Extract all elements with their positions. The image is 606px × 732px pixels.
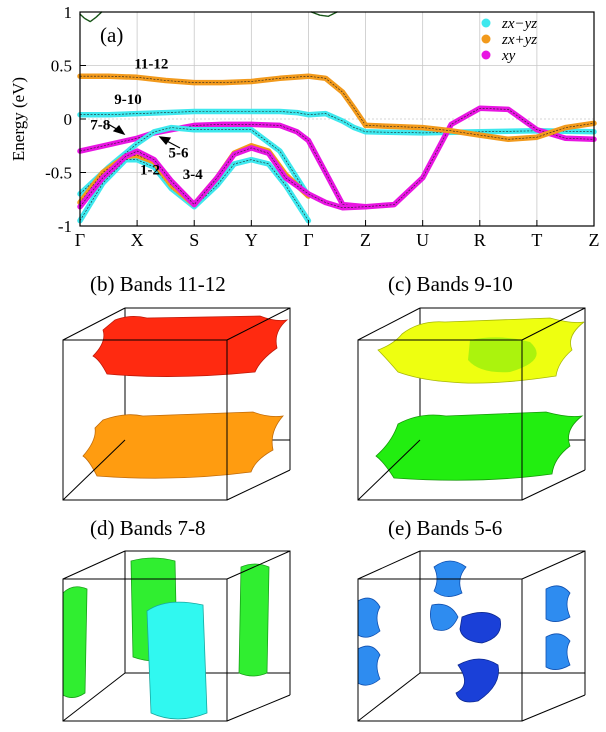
- box-front-edges: [357, 307, 586, 501]
- band-annotation: 3-4: [183, 167, 203, 183]
- series-core-band-9-10: [80, 111, 595, 134]
- x-tick-label: U: [416, 230, 429, 250]
- x-tick-label: Z: [360, 230, 371, 250]
- panel-label-a: (a): [100, 23, 123, 47]
- x-tick-label: Y: [245, 230, 258, 250]
- series-core-band-top-2: [311, 11, 338, 17]
- series-band-zx+yz-upper: [362, 120, 597, 143]
- axis-ticks: 10.50-0.5-1Γ X S Y Γ Z U R T Z: [45, 3, 599, 250]
- legend-swatch: [481, 50, 491, 60]
- legend-swatch: [481, 34, 491, 44]
- tube-right-green: [238, 563, 270, 677]
- box-front-edges: [62, 307, 291, 501]
- band-series: [77, 11, 597, 224]
- pocket-left: [357, 597, 381, 638]
- band-annotation: 5-6: [169, 146, 189, 162]
- legend-label: xy: [501, 48, 516, 64]
- surface-bottom-green: [375, 411, 584, 481]
- panel-title-b: (b) Bands 11-12: [90, 272, 226, 296]
- x-tick-label: Γ: [75, 230, 85, 250]
- tube-front-cyan: [146, 601, 208, 720]
- y-tick-label: 0: [64, 110, 73, 129]
- panel-title-e: (e) Bands 5-6: [388, 516, 503, 540]
- pocket-center: [430, 603, 459, 631]
- y-tick-label: -1: [58, 217, 72, 236]
- legend-swatch: [481, 18, 491, 28]
- band-annotation: 9-10: [114, 92, 141, 108]
- band-annotation: 11-12: [134, 57, 168, 73]
- series-core-band-11-12: [80, 75, 366, 126]
- box-front-edges: [62, 550, 291, 722]
- pocket-bottom: [455, 658, 499, 703]
- y-tick-label: 0.5: [51, 57, 72, 76]
- x-tick-label: Γ: [303, 230, 313, 250]
- legend-label: zx+yz: [501, 32, 537, 48]
- band-annotation: 7-8: [90, 118, 110, 134]
- fermi-surface-d: [62, 550, 291, 722]
- band-structure-plot: 10.50-0.5-1Γ X S Y Γ Z U R T Z (a) Energy (eV) 11…: [9, 3, 600, 250]
- series-core-band-xy-low: [79, 107, 595, 209]
- annotation-arrows: [107, 123, 181, 149]
- x-tick-label: T: [531, 230, 542, 250]
- pocket-right: [545, 585, 571, 622]
- box-front-edges: [357, 550, 586, 722]
- band-annotations: 11-12 9-107-8 5-6 1-2 3-4: [90, 57, 203, 183]
- pocket-right-low: [545, 633, 571, 670]
- fermi-surface-b: [62, 307, 291, 501]
- x-tick-label: R: [474, 230, 486, 250]
- surface-top-red: [92, 315, 289, 377]
- y-axis-label: Energy (eV): [9, 77, 28, 161]
- surface-bottom-orange: [82, 411, 285, 479]
- x-tick-label: S: [189, 230, 199, 250]
- pocket-left-low: [357, 645, 381, 686]
- fermi-surface-c: [357, 307, 586, 501]
- series-band-7-8: [77, 121, 369, 210]
- panel-title-d: (d) Bands 7-8: [90, 516, 206, 540]
- pocket-center-right: [459, 612, 501, 644]
- legend-label: zx−yz: [501, 16, 537, 32]
- x-tick-label: Z: [589, 230, 600, 250]
- surface-top-green-patch: [468, 337, 537, 373]
- tube-left-green: [62, 586, 88, 698]
- band-annotation: 1-2: [140, 163, 160, 179]
- series-core-band-top: [79, 11, 102, 22]
- fermi-surface-e: [357, 550, 586, 722]
- panel-title-c: (c) Bands 9-10: [388, 272, 513, 296]
- y-tick-label: -0.5: [45, 164, 72, 183]
- y-tick-label: 1: [64, 3, 73, 22]
- series-core-band-3-4: [79, 159, 309, 221]
- x-tick-label: X: [131, 230, 144, 250]
